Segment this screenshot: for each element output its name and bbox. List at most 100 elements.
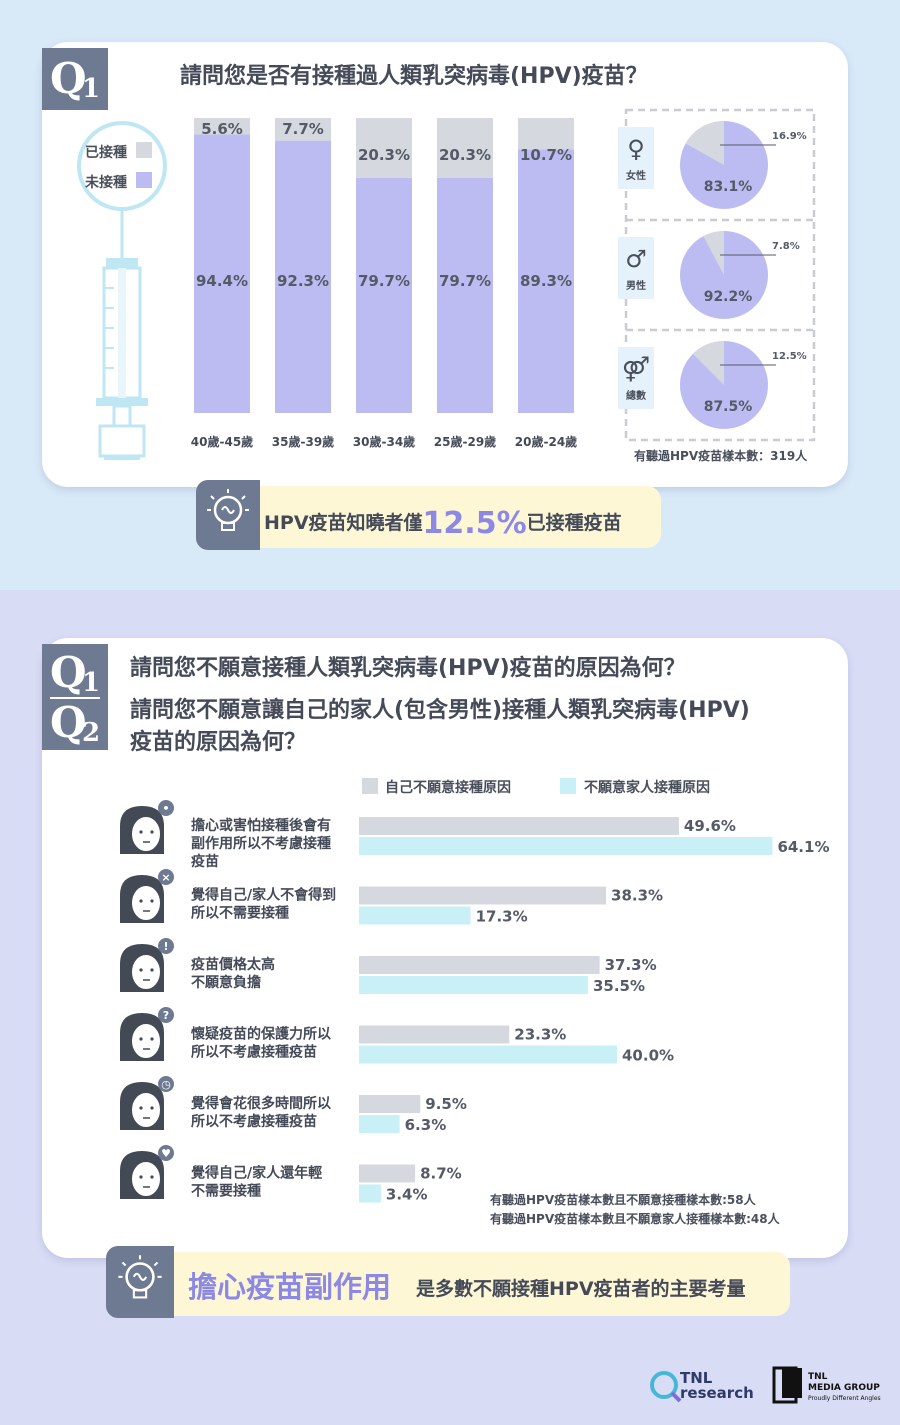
reason-label: 覺得會花很多時間所以 [190, 1095, 331, 1112]
reason-label: 懷疑疫苗的保護力所以 [190, 1026, 331, 1043]
bar-label-vaccinated: 7.7% [282, 120, 324, 138]
bar-label-not-vaccinated: 92.3% [277, 272, 329, 290]
bar-label-self: 8.7% [420, 1165, 462, 1183]
gender-label: 總數 [626, 389, 646, 402]
x-tick-label: 25歲-29歲 [434, 434, 496, 449]
tnl-research-logo-line1: TNL [680, 1369, 713, 1387]
q1-badge: Q 1 [42, 48, 108, 110]
emotion-badge-icon [158, 800, 174, 816]
bar-family [359, 1115, 400, 1133]
face-eye [150, 830, 154, 834]
reason-label: 擔心或害怕接種後會有 [191, 817, 331, 834]
reason-label: 不需要接種 [191, 1183, 261, 1200]
emotion-badge-icon [158, 1145, 174, 1161]
bar-label-self: 9.5% [425, 1095, 467, 1113]
emotion-badge-icon [158, 938, 174, 954]
bar-self [359, 1025, 510, 1044]
gender-icon-box [618, 237, 654, 299]
legend-family-label: 不願意家人接種原因 [584, 780, 710, 796]
bar-not-vaccinated [275, 140, 331, 413]
gender-label: 男性 [626, 279, 646, 292]
emotion-symbol-icon: ! [163, 940, 168, 953]
reason-label: 覺得自己/家人不會得到 [190, 887, 336, 904]
face-skin [130, 815, 162, 853]
x-tick-label: 30歲-34歲 [353, 434, 415, 449]
bar-label-family: 35.5% [593, 977, 645, 995]
bar-self [359, 1164, 416, 1183]
emotion-badge-icon [158, 869, 174, 885]
face-eye [150, 1037, 154, 1041]
face-eye [139, 1037, 143, 1041]
tnl-media-group-logo-icon [772, 1366, 802, 1404]
face-eye [150, 899, 154, 903]
bar-vaccinated [437, 118, 493, 178]
face-icons: • ×!? ◷ ♥ [120, 800, 174, 1199]
q2-badge-number-2: 2 [82, 718, 101, 748]
legend-family-swatch [560, 778, 576, 794]
face-skin [130, 1091, 162, 1129]
bar-label-not-vaccinated: 79.7% [358, 272, 410, 290]
q2-title-line-3: 疫苗的原因為何？ [130, 730, 307, 755]
bar-not-vaccinated [356, 177, 412, 413]
pie-slice-vaccinated [692, 341, 724, 385]
tnl-media-logo-line1: TNL [808, 1372, 828, 1382]
pie-label-vaccinated: 16.9% [772, 131, 807, 142]
q1-badge-letter: Q [50, 54, 87, 103]
face-eye [150, 1175, 154, 1179]
x-tick-label: 35歲-39歲 [272, 434, 334, 449]
q1-badge-number: 1 [82, 74, 101, 104]
gender-icon: ♂ [625, 245, 647, 273]
q1-callout-banner [252, 486, 661, 548]
bar-not-vaccinated [194, 134, 250, 413]
bar-label-not-vaccinated: 89.3% [520, 272, 572, 290]
face-eye [139, 1106, 143, 1110]
emotion-badge-icon [158, 1076, 174, 1092]
q1-callout-bulb-box [196, 480, 260, 550]
pie-slice-vaccinated [685, 121, 724, 165]
face-eye [139, 968, 143, 972]
gender-icon-box [618, 127, 654, 189]
legend-vaccinated-label: 已接種 [85, 145, 127, 161]
reason-label: 疫苗 [191, 853, 219, 870]
bar-label-vaccinated: 20.3% [358, 146, 410, 164]
reason-label: 疫苗價格太高 [191, 956, 275, 973]
gender-icon-box [618, 347, 654, 409]
q2-badge-divider [50, 697, 100, 699]
bar-label-vaccinated: 10.7% [520, 146, 572, 164]
legend-vaccinated-swatch [136, 142, 152, 158]
q2-sample-note-2: 有聽過HPV疫苗樣本數且不願意家人接種樣本數:48人 [490, 1212, 780, 1226]
bar-label-family: 40.0% [622, 1047, 674, 1065]
bar-not-vaccinated [518, 149, 574, 413]
legend-not-vaccinated-label: 未接種 [85, 175, 127, 191]
bar-label-family: 6.3% [405, 1116, 447, 1134]
face-skin [130, 1160, 162, 1198]
q1-title: 請問您是否有接種過人類乳突病毒(HPV)疫苗？ [180, 64, 648, 89]
x-tick-label: 20歲-24歲 [515, 434, 577, 449]
bar-self [359, 1095, 421, 1113]
bar-vaccinated [518, 118, 574, 150]
x-tick-label: 40歲-45歲 [191, 434, 253, 449]
q1-sample-note: 有聽過HPV疫苗樣本數：319人 [634, 449, 808, 463]
bar-label-vaccinated: 5.6% [201, 120, 243, 138]
tnl-research-logo-line2: research [680, 1384, 754, 1402]
bar-label-self: 49.6% [684, 817, 736, 835]
face-skin [130, 884, 162, 922]
bar-self [359, 886, 607, 905]
reason-label: 所以不需要接種 [191, 905, 289, 922]
face-eye [150, 968, 154, 972]
bar-family [359, 837, 773, 855]
face-eye [139, 1175, 143, 1179]
bar-label-vaccinated: 20.3% [439, 146, 491, 164]
emotion-symbol-icon: ◷ [161, 1078, 171, 1091]
pie-label-not-vaccinated: 92.2% [704, 289, 753, 305]
bar-self [359, 956, 600, 974]
lightbulb-icon [118, 1255, 162, 1299]
bar-vaccinated [356, 118, 412, 178]
q2-callout: 擔心疫苗副作用 是多數不願接種HPV疫苗者的主要考量 [106, 1246, 790, 1320]
pie-label-not-vaccinated: 87.5% [704, 399, 753, 415]
tnl-media-logo-line2: MEDIA GROUP [808, 1383, 880, 1393]
legend-self-label: 自己不願意接種原因 [385, 780, 511, 796]
bar-label-not-vaccinated: 94.4% [196, 272, 248, 290]
gender-label: 女性 [626, 169, 646, 182]
